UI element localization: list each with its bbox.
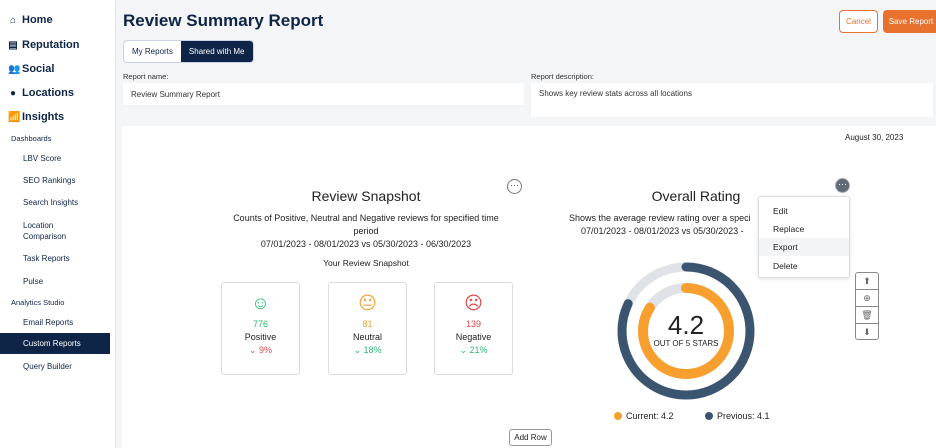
- count: 139: [465, 319, 482, 329]
- page-title: Review Summary Report: [123, 11, 324, 30]
- sidebar-item-custom-reports[interactable]: Custom Reports: [0, 333, 110, 354]
- rating-more-icon[interactable]: ⋯: [835, 178, 850, 193]
- change-value: 9%: [259, 345, 273, 355]
- snapshot-more-icon[interactable]: ⋯: [507, 179, 522, 194]
- change-value: 21%: [469, 345, 488, 355]
- chevron-down-icon: ⌄: [248, 345, 257, 355]
- menu-export[interactable]: Export: [759, 238, 849, 256]
- sidebar-item-home[interactable]: ⌂ Home: [8, 14, 53, 26]
- count: 81: [362, 319, 373, 329]
- report-description-input[interactable]: Shows key review stats across all locati…: [531, 83, 933, 117]
- label: Previous: 4.1: [717, 411, 770, 421]
- sidebar-item-social[interactable]: 👥 Social: [8, 63, 54, 75]
- widget-controls: ⬆ ⊕ 🗑︎ ⬇: [855, 272, 879, 340]
- current-arc: [638, 283, 734, 379]
- desc-line: Shows the average review rating over a s…: [569, 213, 751, 223]
- current-dot-icon: [614, 412, 622, 420]
- previous-arc: [617, 262, 755, 400]
- label: Social: [22, 63, 55, 75]
- snapshot-subtitle: Your Review Snapshot: [323, 258, 409, 268]
- chat-icon: ▤: [8, 39, 18, 51]
- tab-my-reports[interactable]: My Reports: [132, 47, 173, 56]
- menu-edit[interactable]: Edit: [773, 206, 788, 216]
- neutral-card: 😐︎ 81 Neutral ⌄ 18%: [328, 282, 407, 375]
- report-description-label: Report description:: [531, 72, 594, 81]
- change: ⌄ 9%: [222, 345, 299, 356]
- sidebar-item-task-reports[interactable]: Task Reports: [23, 254, 70, 263]
- widget-menu: Edit Replace Export Delete: [758, 196, 850, 278]
- move-down-icon[interactable]: ⬇: [863, 327, 871, 337]
- frown-icon: ☹: [464, 293, 483, 313]
- legend-current: Current: 4.2: [614, 411, 674, 421]
- section-analytics-studio: Analytics Studio: [11, 298, 65, 307]
- cancel-button[interactable]: Cancel: [839, 10, 878, 33]
- add-icon[interactable]: ⊕: [856, 290, 878, 307]
- sidebar-item-pulse[interactable]: Pulse: [23, 277, 44, 286]
- chevron-down-icon: ⌄: [459, 345, 467, 355]
- sidebar-item-locations[interactable]: ● Locations: [8, 87, 74, 99]
- rating-scale: OUT OF 5 STARS: [653, 339, 719, 348]
- label: Locations: [22, 87, 74, 99]
- neutral-face-icon: 😐︎: [358, 293, 377, 313]
- change: ⌄ 21%: [435, 345, 512, 356]
- change: ⌄ 18%: [329, 345, 406, 356]
- sidebar-item-lbv-score[interactable]: LBV Score: [23, 154, 62, 163]
- add-row-button[interactable]: Add Row: [509, 429, 552, 446]
- sidebar-item-query-builder[interactable]: Query Builder: [23, 362, 72, 371]
- report-tabs: My Reports Shared with Me: [123, 40, 254, 63]
- desc-line: period: [353, 226, 379, 236]
- count: 776: [252, 319, 269, 329]
- save-report-button[interactable]: Save Report: [883, 10, 936, 33]
- report-name-input[interactable]: Review Summary Report: [123, 83, 524, 105]
- sidebar-item-seo-rankings[interactable]: SEO Rankings: [23, 176, 76, 185]
- label: Negative: [455, 332, 492, 342]
- rating-description: Shows the average review rating over a s…: [569, 212, 751, 238]
- snapshot-description: Counts of Positive, Neutral and Negative…: [200, 212, 532, 251]
- rating-gauge: [617, 262, 755, 400]
- menu-delete[interactable]: Delete: [773, 261, 798, 271]
- date-range: 07/01/2023 - 08/01/2023 vs 05/30/2023 - …: [260, 239, 472, 249]
- pin-icon: ●: [9, 87, 17, 99]
- snapshot-title: Review Snapshot: [311, 188, 421, 204]
- previous-dot-icon: [705, 412, 713, 420]
- tab-shared-with-me[interactable]: Shared with Me: [180, 41, 253, 62]
- label: Reputation: [22, 39, 80, 51]
- label: Current: 4.2: [626, 411, 674, 421]
- users-icon: 👥: [8, 63, 21, 75]
- negative-card: ☹ 139 Negative ⌄ 21%: [434, 282, 513, 375]
- trash-icon[interactable]: 🗑︎: [856, 307, 878, 324]
- date-range: 07/01/2023 - 08/01/2023 vs 05/30/2023 -: [581, 226, 744, 236]
- label: Home: [22, 14, 53, 26]
- section-dashboards: Dashboards: [11, 134, 52, 143]
- legend-previous: Previous: 4.1: [705, 411, 770, 421]
- report-name-label: Report name:: [123, 72, 169, 81]
- sidebar-item-insights[interactable]: 📶 Insights: [8, 111, 64, 123]
- label: Insights: [22, 111, 65, 123]
- sidebar-item-reputation[interactable]: ▤ Reputation: [8, 39, 79, 51]
- sidebar-item-search-insights[interactable]: Search Insights: [23, 198, 79, 207]
- menu-replace[interactable]: Replace: [773, 224, 805, 234]
- sidebar-item-email-reports[interactable]: Email Reports: [23, 318, 74, 327]
- rating-title: Overall Rating: [651, 188, 741, 204]
- sidebar: ⌂ Home ▤ Reputation 👥 Social ● Locations 📶 In…: [0, 0, 116, 448]
- positive-card: ☺ 776 Positive ⌄ 9%: [221, 282, 300, 375]
- change-value: 18%: [363, 345, 382, 355]
- desc-line: Counts of Positive, Neutral and Negative…: [233, 213, 499, 223]
- rating-value: 4.2: [667, 310, 705, 340]
- label: Positive: [244, 332, 277, 342]
- move-up-icon[interactable]: ⬆: [856, 273, 878, 290]
- label: Neutral: [352, 332, 382, 342]
- chevron-down-icon: ⌄: [353, 345, 361, 355]
- sidebar-item-location-comparison[interactable]: Location Comparison: [23, 221, 67, 241]
- chart-icon: 📶: [8, 111, 21, 123]
- report-date: August 30, 2023: [845, 133, 904, 142]
- home-icon: ⌂: [9, 14, 17, 26]
- smile-icon: ☺: [251, 293, 270, 313]
